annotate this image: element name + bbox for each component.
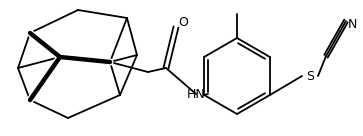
Text: HN: HN — [187, 87, 205, 101]
Text: O: O — [178, 16, 188, 30]
Text: N: N — [347, 18, 357, 30]
Text: S: S — [306, 69, 314, 83]
